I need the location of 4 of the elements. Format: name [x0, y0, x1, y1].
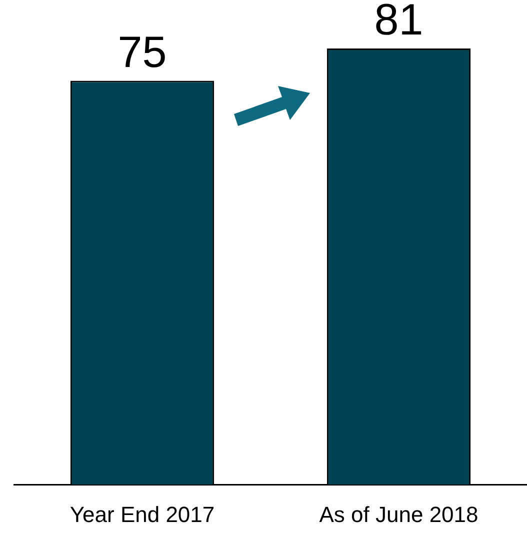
- x-tick-label: As of June 2018: [319, 502, 478, 527]
- data-label: 75: [118, 28, 167, 77]
- x-tick-label: Year End 2017: [70, 502, 215, 527]
- data-label: 81: [374, 0, 424, 45]
